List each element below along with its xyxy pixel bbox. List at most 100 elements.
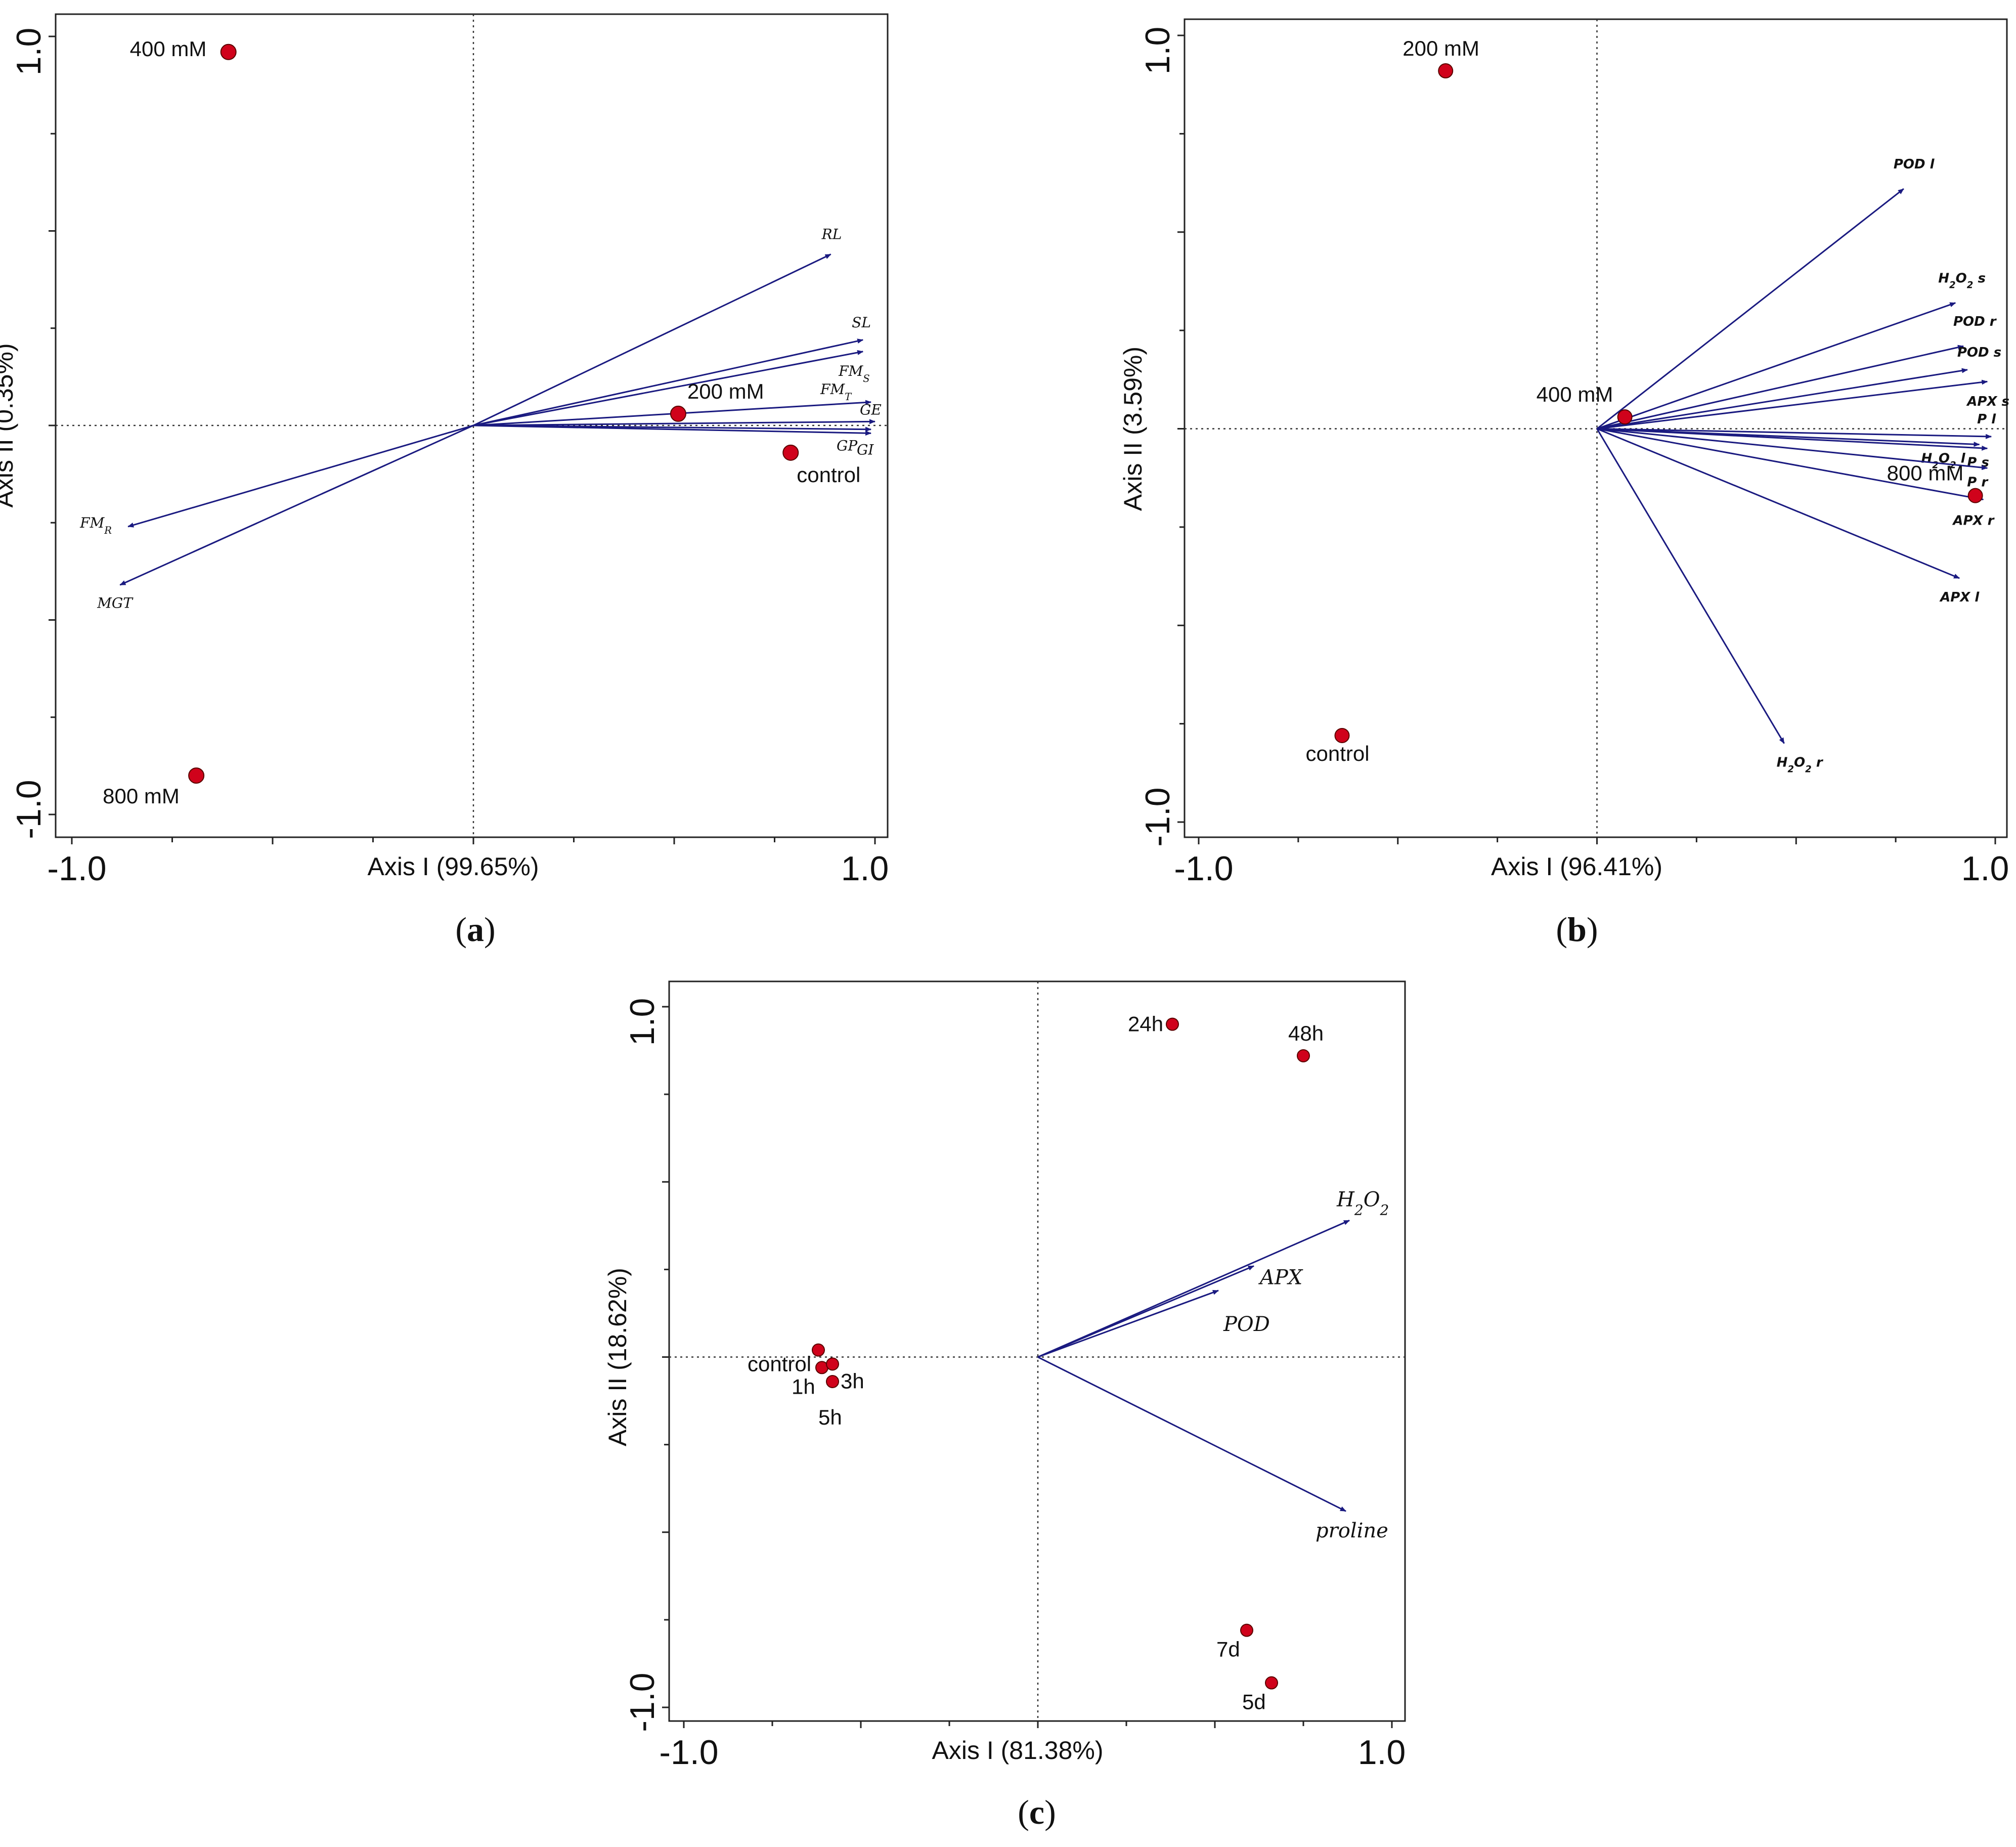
- data-point: [1166, 1017, 1179, 1031]
- vector-arrow: [1037, 1290, 1219, 1358]
- vector-arrow: [1597, 368, 1968, 429]
- point-label: control: [1306, 742, 1370, 765]
- vector-arrow: [1037, 1220, 1350, 1358]
- data-point: [1297, 1049, 1310, 1062]
- vector-arrow: [473, 424, 872, 436]
- vector-arrow: [1596, 188, 1904, 429]
- vector-label: POD s: [1957, 345, 2001, 360]
- panel-caption: (a): [455, 910, 495, 949]
- vector-arrow: [473, 253, 831, 426]
- point-label: control: [748, 1352, 811, 1376]
- biplot-panel-c: -1.0 1.0 1.0 -1.0 Axis I (81.38%) Axis II (18…: [603, 980, 1406, 1831]
- vector-label: P l: [1977, 412, 1996, 427]
- point-label: 48h: [1288, 1021, 1324, 1045]
- vector-arrow: [1597, 428, 1992, 439]
- panel-caption: (b): [1556, 910, 1598, 949]
- vector-arrow: [473, 350, 864, 426]
- point-label: 3h: [841, 1369, 864, 1393]
- vector-label: FMR: [79, 514, 112, 536]
- vector-arrow: [473, 419, 875, 426]
- vector-label: APX l: [1939, 590, 1980, 605]
- vector-label: H2O2 r: [1777, 755, 1824, 775]
- vector-label: P r: [1967, 475, 1989, 490]
- y-tick-label-min: -1.0: [10, 780, 48, 839]
- biplot-panel-a: -1.0 1.0 1.0 -1.0 Axis I (99.65%) Axis II (0.…: [0, 13, 889, 949]
- point-label: 800 mM: [103, 784, 180, 808]
- vector-arrow: [127, 424, 474, 528]
- point-label: 5d: [1242, 1690, 1266, 1714]
- point-label: control: [797, 463, 860, 487]
- point-label: 200 mM: [1403, 36, 1479, 60]
- vector-arrow: [1596, 428, 1960, 579]
- vector-label: POD: [1223, 1313, 1270, 1336]
- x-tick-label-max: 1.0: [841, 849, 889, 888]
- data-point: [670, 405, 686, 422]
- vector-arrow: [1596, 428, 1785, 744]
- y-tick-label-max: 1.0: [10, 28, 48, 76]
- vector-label: MGT: [97, 594, 134, 611]
- vector-label: proline: [1316, 1519, 1388, 1542]
- vector-arrow: [1597, 302, 1956, 429]
- vector-label: SL: [852, 314, 871, 331]
- vector-label: APX: [1258, 1266, 1303, 1289]
- vector-label: GI: [857, 441, 874, 458]
- y-tick-label-max: 1.0: [623, 998, 662, 1046]
- vector-label: GE: [860, 401, 882, 418]
- data-point: [1265, 1676, 1278, 1690]
- data-point: [188, 767, 205, 784]
- x-tick-label-max: 1.0: [1358, 1733, 1406, 1772]
- point-label: 5h: [818, 1405, 842, 1429]
- vector-arrow: [473, 338, 864, 426]
- vector-label: APX r: [1952, 513, 1995, 528]
- y-tick-label-min: -1.0: [1138, 787, 1177, 846]
- x-axis-title: Axis I (96.41%): [1491, 852, 1662, 881]
- vector-label: APX s: [1966, 394, 2009, 409]
- data-point: [812, 1343, 825, 1357]
- y-axis-title: Axis II (3.59%): [1119, 347, 1147, 511]
- point-label: 800 mM: [1887, 461, 1964, 485]
- data-point: [1240, 1623, 1253, 1637]
- x-tick-label-min: -1.0: [47, 849, 106, 888]
- panel-caption: (c): [1018, 1793, 1056, 1831]
- point-label: 400 mM: [1537, 382, 1613, 406]
- x-axis-title: Axis I (81.38%): [932, 1736, 1103, 1765]
- vector-arrow: [1597, 379, 1988, 429]
- vector-label: RL: [821, 226, 842, 243]
- vector-arrow: [1597, 345, 1964, 429]
- data-point: [1438, 63, 1454, 78]
- data-point: [1334, 727, 1350, 743]
- data-point: [220, 44, 237, 60]
- point-label: 24h: [1128, 1012, 1163, 1036]
- y-tick-label-min: -1.0: [623, 1672, 662, 1732]
- vector-arrow: [1037, 1265, 1254, 1358]
- vector-label: H2O2: [1336, 1188, 1389, 1218]
- point-label: 7d: [1216, 1638, 1240, 1661]
- data-point: [1967, 488, 1983, 503]
- vector-arrow: [1597, 428, 1984, 501]
- data-point: [782, 444, 799, 461]
- x-tick-label-max: 1.0: [1961, 849, 2009, 888]
- biplot-panel-b: -1.0 1.0 1.0 -1.0 Axis I (96.41%) Axis II (3.…: [1119, 18, 2009, 949]
- vector-label: POD l: [1894, 157, 1935, 172]
- point-label: 400 mM: [130, 37, 207, 61]
- vector-label: GP: [837, 438, 858, 454]
- point-label: 1h: [792, 1374, 815, 1398]
- x-axis-title: Axis I (99.65%): [367, 852, 539, 881]
- data-point: [826, 1374, 839, 1388]
- point-label: 200 mM: [687, 379, 764, 403]
- plot-frame: [668, 980, 1406, 1722]
- x-tick-label-min: -1.0: [659, 1733, 718, 1772]
- y-axis-title: Axis II (0.35%): [0, 343, 18, 507]
- vector-arrow: [119, 424, 474, 586]
- vector-arrow: [1597, 428, 1988, 470]
- y-tick-label-max: 1.0: [1138, 27, 1177, 75]
- data-point: [1617, 409, 1633, 425]
- vector-label: H2O2 s: [1938, 271, 1986, 291]
- vector-label: FMS: [838, 363, 870, 384]
- data-point: [826, 1357, 839, 1371]
- x-tick-label-min: -1.0: [1174, 849, 1233, 888]
- y-axis-title: Axis II (18.62%): [603, 1268, 632, 1446]
- vector-label: POD r: [1953, 314, 1997, 329]
- vector-label: FMT: [820, 381, 852, 403]
